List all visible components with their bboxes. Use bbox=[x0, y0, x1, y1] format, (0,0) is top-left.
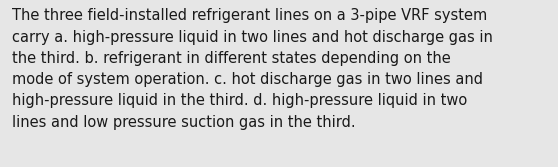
Text: The three field-installed refrigerant lines on a 3-pipe VRF system
carry a. high: The three field-installed refrigerant li… bbox=[12, 8, 493, 130]
